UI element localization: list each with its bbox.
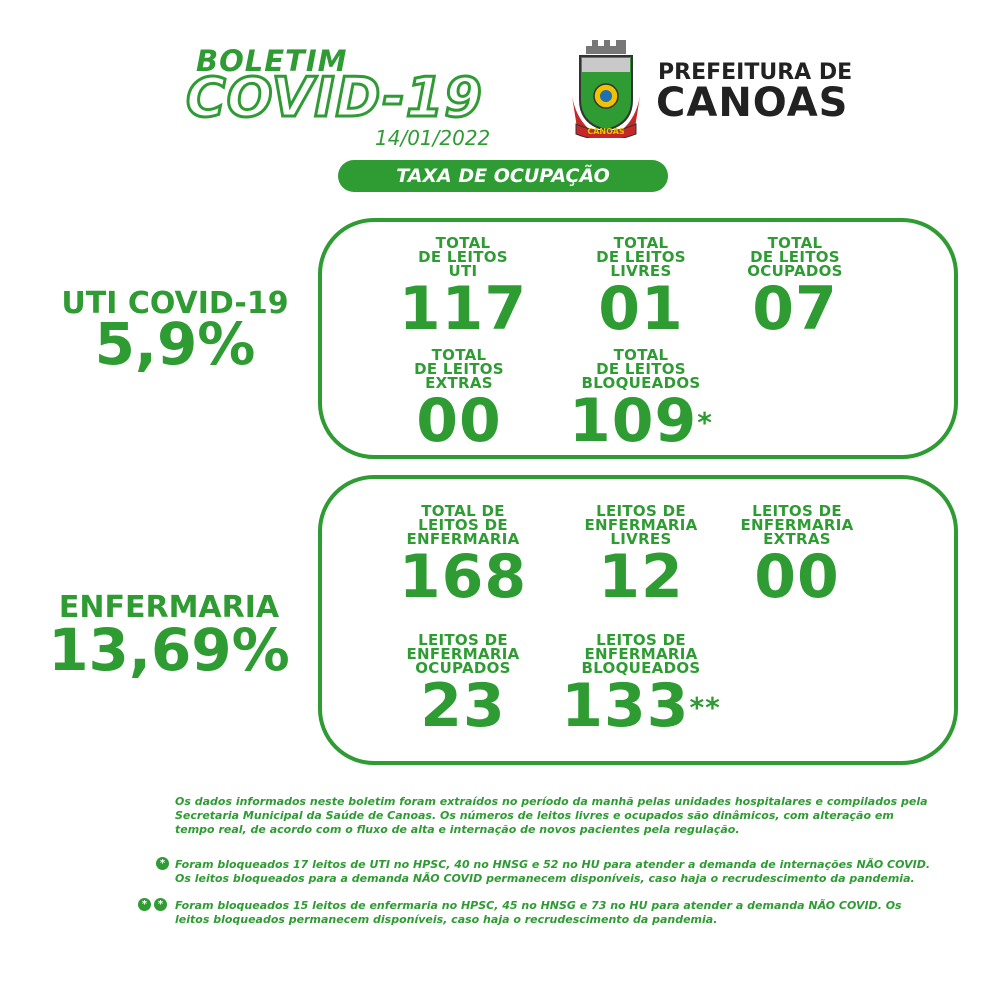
enf-ocupados-cell: LEITOS DE ENFERMARIA OCUPADOS 23 xyxy=(378,631,548,741)
footnote-bullet-2b: * xyxy=(154,898,167,911)
org-name-line1: PREFEITURA DE xyxy=(658,60,853,85)
uti-bloqueados-cell: TOTAL DE LEITOS BLOQUEADOS 109* xyxy=(556,346,726,453)
stat-value: 00 xyxy=(754,542,840,612)
enf-extras-cell: LEITOS DE ENFERMARIA EXTRAS 00 xyxy=(712,502,882,612)
bulletin-date: 14/01/2022 xyxy=(375,126,491,150)
org-name-line2: CANOAS xyxy=(656,80,849,126)
enf-livres-cell: LEITOS DE ENFERMARIA LIVRES 12 xyxy=(556,502,726,612)
stat-label: TOTAL DE LEITOS LIVRES xyxy=(596,234,686,280)
enfermaria-rate: 13,69% xyxy=(48,616,290,684)
uti-label: UTI COVID-19 xyxy=(61,286,289,321)
stat-value: 133 xyxy=(561,671,690,741)
covid-title: COVID-19 xyxy=(185,66,484,129)
stat-value: 23 xyxy=(420,671,506,741)
uti-total-cell: TOTAL DE LEITOS UTI 117 xyxy=(378,234,548,344)
enfermaria-label: ENFERMARIA xyxy=(58,590,280,625)
city-crest-icon: CANOAS xyxy=(572,40,640,138)
stat-label: LEITOS DE ENFERMARIA LIVRES xyxy=(584,502,698,548)
stat-value: 117 xyxy=(398,274,528,344)
uti-rate: 5,9% xyxy=(94,310,256,378)
uti-livres-cell: TOTAL DE LEITOS LIVRES 01 xyxy=(556,234,726,344)
stat-value: 07 xyxy=(752,274,838,344)
stat-label: TOTAL DE LEITOS OCUPADOS xyxy=(747,234,843,280)
stat-label: LEITOS DE ENFERMARIA EXTRAS xyxy=(740,502,854,548)
footnote-mark: * xyxy=(697,406,713,439)
stat-label: LEITOS DE ENFERMARIA BLOQUEADOS xyxy=(581,631,701,677)
footnote-2: Foram bloqueados 15 leitos de enfermaria… xyxy=(175,899,902,926)
stat-value: 01 xyxy=(598,274,684,344)
enf-total-cell: TOTAL DE LEITOS DE ENFERMARIA 168 xyxy=(378,502,548,612)
crest-banner-text: CANOAS xyxy=(587,127,625,136)
footnote-1: Foram bloqueados 17 leitos de UTI no HPS… xyxy=(175,858,931,885)
enf-bloqueados-cell: LEITOS DE ENFERMARIA BLOQUEADOS 133** xyxy=(556,631,726,738)
stat-value: 109 xyxy=(569,386,698,456)
stat-value: 00 xyxy=(416,386,502,456)
stat-label: TOTAL DE LEITOS DE ENFERMARIA xyxy=(406,502,520,548)
stat-value: 12 xyxy=(598,542,684,612)
stat-label: TOTAL DE LEITOS EXTRAS xyxy=(414,346,504,392)
footnote-bullet-1: * xyxy=(156,857,169,870)
footnote-bullet-2a: * xyxy=(138,898,151,911)
enfermaria-panel xyxy=(318,475,958,765)
uti-ocupados-cell: TOTAL DE LEITOS OCUPADOS 07 xyxy=(710,234,880,344)
stat-value: 168 xyxy=(398,542,528,612)
stat-label: LEITOS DE ENFERMARIA OCUPADOS xyxy=(406,631,520,677)
stat-label: TOTAL DE LEITOS UTI xyxy=(418,234,508,280)
uti-extras-cell: TOTAL DE LEITOS EXTRAS 00 xyxy=(374,346,544,456)
footnote-mark: ** xyxy=(689,691,721,724)
section-title: TAXA DE OCUPAÇÃO xyxy=(338,160,668,192)
uti-panel xyxy=(318,218,958,459)
bulletin-title: BOLETIM xyxy=(196,44,348,78)
source-note: Os dados informados neste boletim foram … xyxy=(175,795,928,836)
stat-label: TOTAL DE LEITOS BLOQUEADOS xyxy=(581,346,701,392)
